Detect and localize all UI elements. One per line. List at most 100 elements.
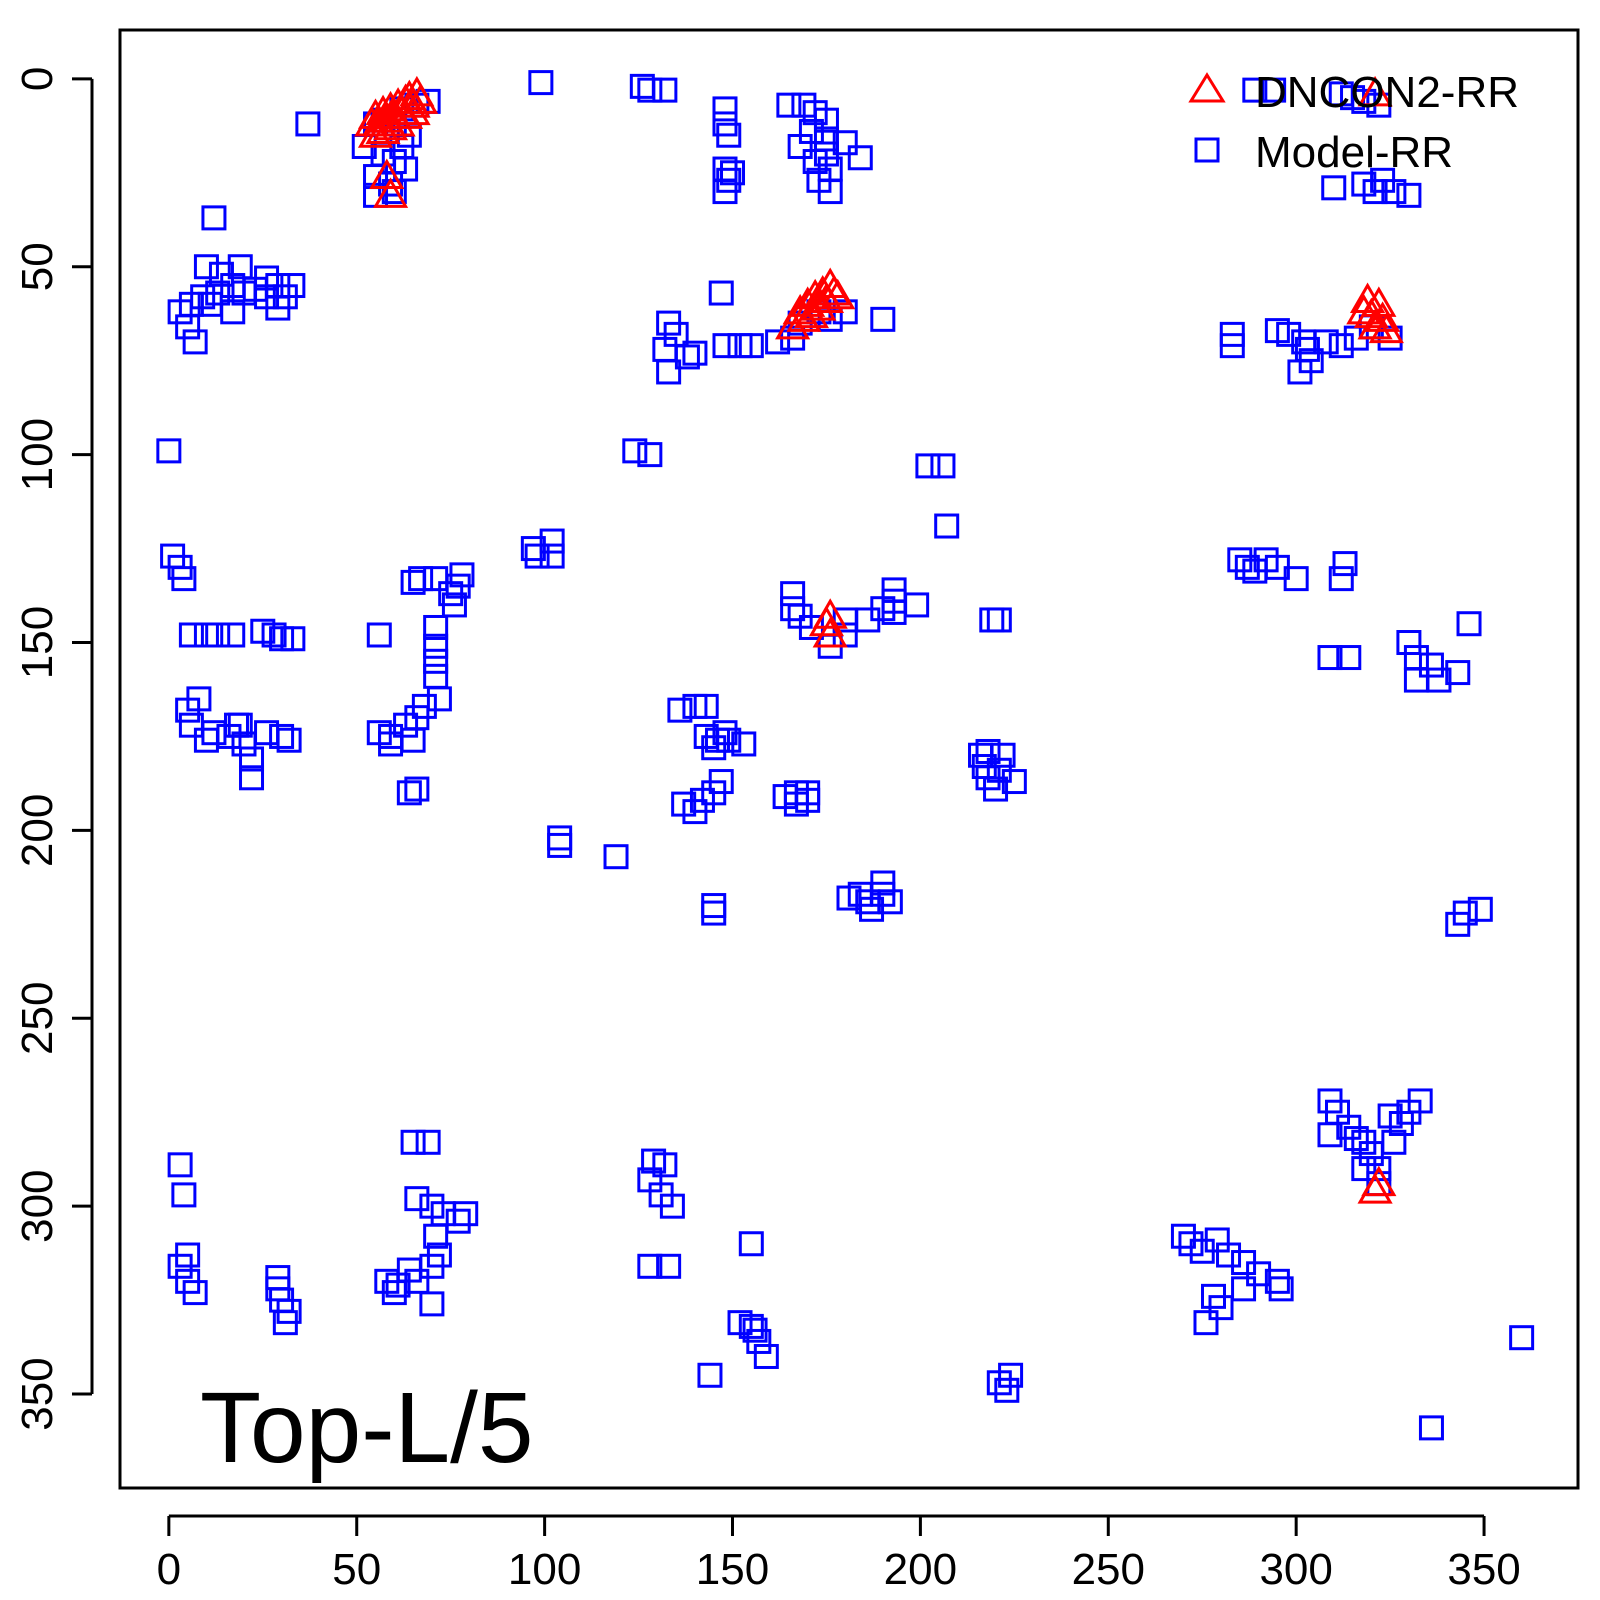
data-point-triangle xyxy=(775,308,811,340)
data-point-square xyxy=(1234,554,1260,580)
data-point-square xyxy=(1377,1103,1403,1129)
data-point-square xyxy=(272,1310,298,1336)
data-point-square xyxy=(975,738,1001,764)
data-point-square xyxy=(1403,667,1429,693)
data-point-square xyxy=(239,746,265,772)
data-point-square xyxy=(175,314,201,340)
data-point-square xyxy=(701,893,727,919)
data-point-triangle xyxy=(812,598,848,629)
data-point-square xyxy=(423,1223,449,1249)
data-point-square xyxy=(701,900,727,926)
data-point-triangle xyxy=(786,301,822,332)
data-point-square xyxy=(697,1362,723,1388)
data-point-square xyxy=(712,333,738,359)
data-point-square xyxy=(1381,179,1407,205)
data-point-square xyxy=(547,832,573,858)
data-point-square xyxy=(239,765,265,791)
x-tick-label: 0 xyxy=(157,1545,181,1594)
data-point-square xyxy=(404,1186,430,1212)
data-point-square xyxy=(693,723,719,749)
data-point-square xyxy=(656,359,682,385)
data-point-square xyxy=(295,111,321,137)
data-point-square xyxy=(1001,769,1027,795)
data-point-square xyxy=(652,77,678,103)
data-point-square xyxy=(652,1152,678,1178)
data-point-square xyxy=(780,581,806,607)
data-point-triangle xyxy=(372,109,409,141)
x-axis: 0 50 100 150 200 250 300 350 xyxy=(157,1514,1521,1594)
data-point-square xyxy=(990,742,1016,768)
data-point-square xyxy=(205,622,231,648)
data-point-triangle xyxy=(801,290,837,321)
data-point-square xyxy=(637,77,663,103)
data-point-square xyxy=(539,543,565,569)
data-point-square xyxy=(178,622,204,648)
data-point-square xyxy=(979,607,1005,633)
data-point-square xyxy=(765,329,791,355)
data-point-square xyxy=(622,438,648,464)
legend-label-model: Model-RR xyxy=(1255,128,1453,177)
data-point-square xyxy=(520,536,546,562)
data-point-square xyxy=(738,1231,764,1257)
data-point-square xyxy=(423,614,449,640)
data-point-square xyxy=(167,1152,193,1178)
y-tick-label: 0 xyxy=(13,67,62,91)
data-point-square xyxy=(847,145,873,171)
data-point-square xyxy=(547,825,573,851)
data-point-square xyxy=(934,513,960,539)
data-point-square xyxy=(1467,896,1493,922)
data-point-square xyxy=(1396,182,1422,208)
data-point-square xyxy=(1246,1261,1272,1287)
data-point-square xyxy=(1426,667,1452,693)
data-point-square xyxy=(1216,1242,1242,1268)
data-point-square xyxy=(423,633,449,659)
data-point-square xyxy=(167,299,193,325)
data-point-square xyxy=(1201,1283,1226,1309)
legend: DNCON2-RR Model-RR xyxy=(1188,68,1519,177)
data-point-square xyxy=(994,1377,1020,1403)
data-point-square xyxy=(1332,551,1358,577)
data-point-square xyxy=(156,438,182,464)
data-point-square xyxy=(1313,329,1339,355)
data-point-square xyxy=(449,562,475,588)
data-point-square xyxy=(186,686,212,712)
data-point-square xyxy=(738,1313,764,1339)
data-point-square xyxy=(1452,900,1478,926)
x-tick-label: 150 xyxy=(696,1545,769,1594)
data-point-triangle xyxy=(365,113,401,144)
data-point-square xyxy=(193,727,219,753)
data-point-square xyxy=(423,663,449,689)
data-point-square xyxy=(802,149,828,175)
data-point-square xyxy=(182,329,208,355)
data-point-square xyxy=(1268,1276,1294,1302)
y-tick-label: 250 xyxy=(13,982,62,1055)
data-point-triangle xyxy=(1346,293,1382,325)
data-point-square xyxy=(674,344,700,370)
data-point-triangle xyxy=(1368,312,1404,344)
y-tick-label: 100 xyxy=(13,418,62,491)
data-point-square xyxy=(915,453,941,479)
data-point-square xyxy=(227,712,253,738)
data-point-square xyxy=(667,697,693,723)
data-point-square xyxy=(1317,1122,1343,1148)
data-point-square xyxy=(1294,336,1320,362)
data-point-square xyxy=(1418,1415,1444,1441)
data-point-triangle xyxy=(812,616,848,648)
data-point-square xyxy=(411,693,437,719)
data-point-square xyxy=(524,543,550,569)
data-point-square xyxy=(1317,645,1343,671)
data-point-square xyxy=(731,731,757,757)
data-point-square xyxy=(1407,1088,1433,1114)
data-point-square xyxy=(656,1253,682,1279)
y-tick-label: 150 xyxy=(13,606,62,679)
data-point-square xyxy=(276,727,302,753)
data-point-square xyxy=(1445,660,1471,686)
data-point-square xyxy=(817,179,843,205)
data-point-square xyxy=(171,566,197,592)
data-point-square xyxy=(787,133,813,159)
data-point-square xyxy=(746,1328,772,1354)
data-point-square xyxy=(870,870,896,896)
data-point-square xyxy=(930,453,956,479)
x-tick-label: 100 xyxy=(508,1545,581,1594)
